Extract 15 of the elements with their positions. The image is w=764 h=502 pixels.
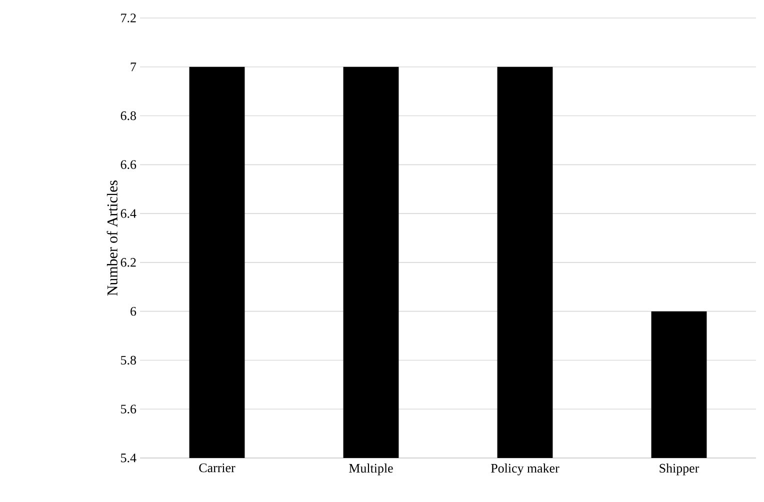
y-tick-label: 5.4 (121, 454, 136, 462)
x-tick-label: Multiple (349, 464, 393, 476)
y-tick-label: 5.8 (121, 356, 136, 365)
y-tick-label: 6.2 (120, 258, 136, 267)
x-tick-label: Policy maker (491, 464, 560, 476)
y-tick-label: 7.2 (121, 14, 136, 22)
y-tick-label: 7 (130, 62, 136, 72)
y-axis-title: Number of Articles (106, 180, 118, 296)
y-tick-label: 6.4 (120, 209, 136, 218)
y-tick-label: 6.8 (120, 111, 136, 120)
y-tick-label: 6.6 (120, 160, 136, 170)
y-tick-label: 6 (130, 306, 136, 316)
x-tick-label: Carrier (199, 464, 236, 472)
y-tick-label: 5.6 (121, 404, 136, 414)
x-tick-label: Shipper (660, 464, 700, 476)
